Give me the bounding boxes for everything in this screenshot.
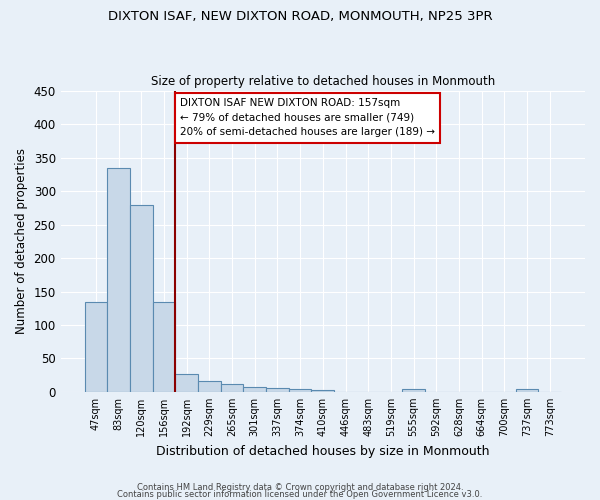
Bar	[152, 302, 175, 392]
Bar	[198, 381, 221, 392]
Bar	[516, 389, 538, 392]
X-axis label: Distribution of detached houses by size in Monmouth: Distribution of detached houses by size …	[156, 444, 490, 458]
Bar	[85, 302, 107, 392]
Bar	[289, 389, 311, 392]
Bar	[266, 388, 289, 392]
Text: DIXTON ISAF, NEW DIXTON ROAD, MONMOUTH, NP25 3PR: DIXTON ISAF, NEW DIXTON ROAD, MONMOUTH, …	[107, 10, 493, 23]
Bar	[175, 374, 198, 392]
Text: Contains HM Land Registry data © Crown copyright and database right 2024.: Contains HM Land Registry data © Crown c…	[137, 484, 463, 492]
Bar	[311, 390, 334, 392]
Title: Size of property relative to detached houses in Monmouth: Size of property relative to detached ho…	[151, 76, 495, 88]
Y-axis label: Number of detached properties: Number of detached properties	[15, 148, 28, 334]
Bar	[130, 204, 152, 392]
Bar	[107, 168, 130, 392]
Text: DIXTON ISAF NEW DIXTON ROAD: 157sqm
← 79% of detached houses are smaller (749)
2: DIXTON ISAF NEW DIXTON ROAD: 157sqm ← 79…	[180, 98, 435, 138]
Bar	[244, 387, 266, 392]
Text: Contains public sector information licensed under the Open Government Licence v3: Contains public sector information licen…	[118, 490, 482, 499]
Bar	[402, 389, 425, 392]
Bar	[221, 384, 244, 392]
